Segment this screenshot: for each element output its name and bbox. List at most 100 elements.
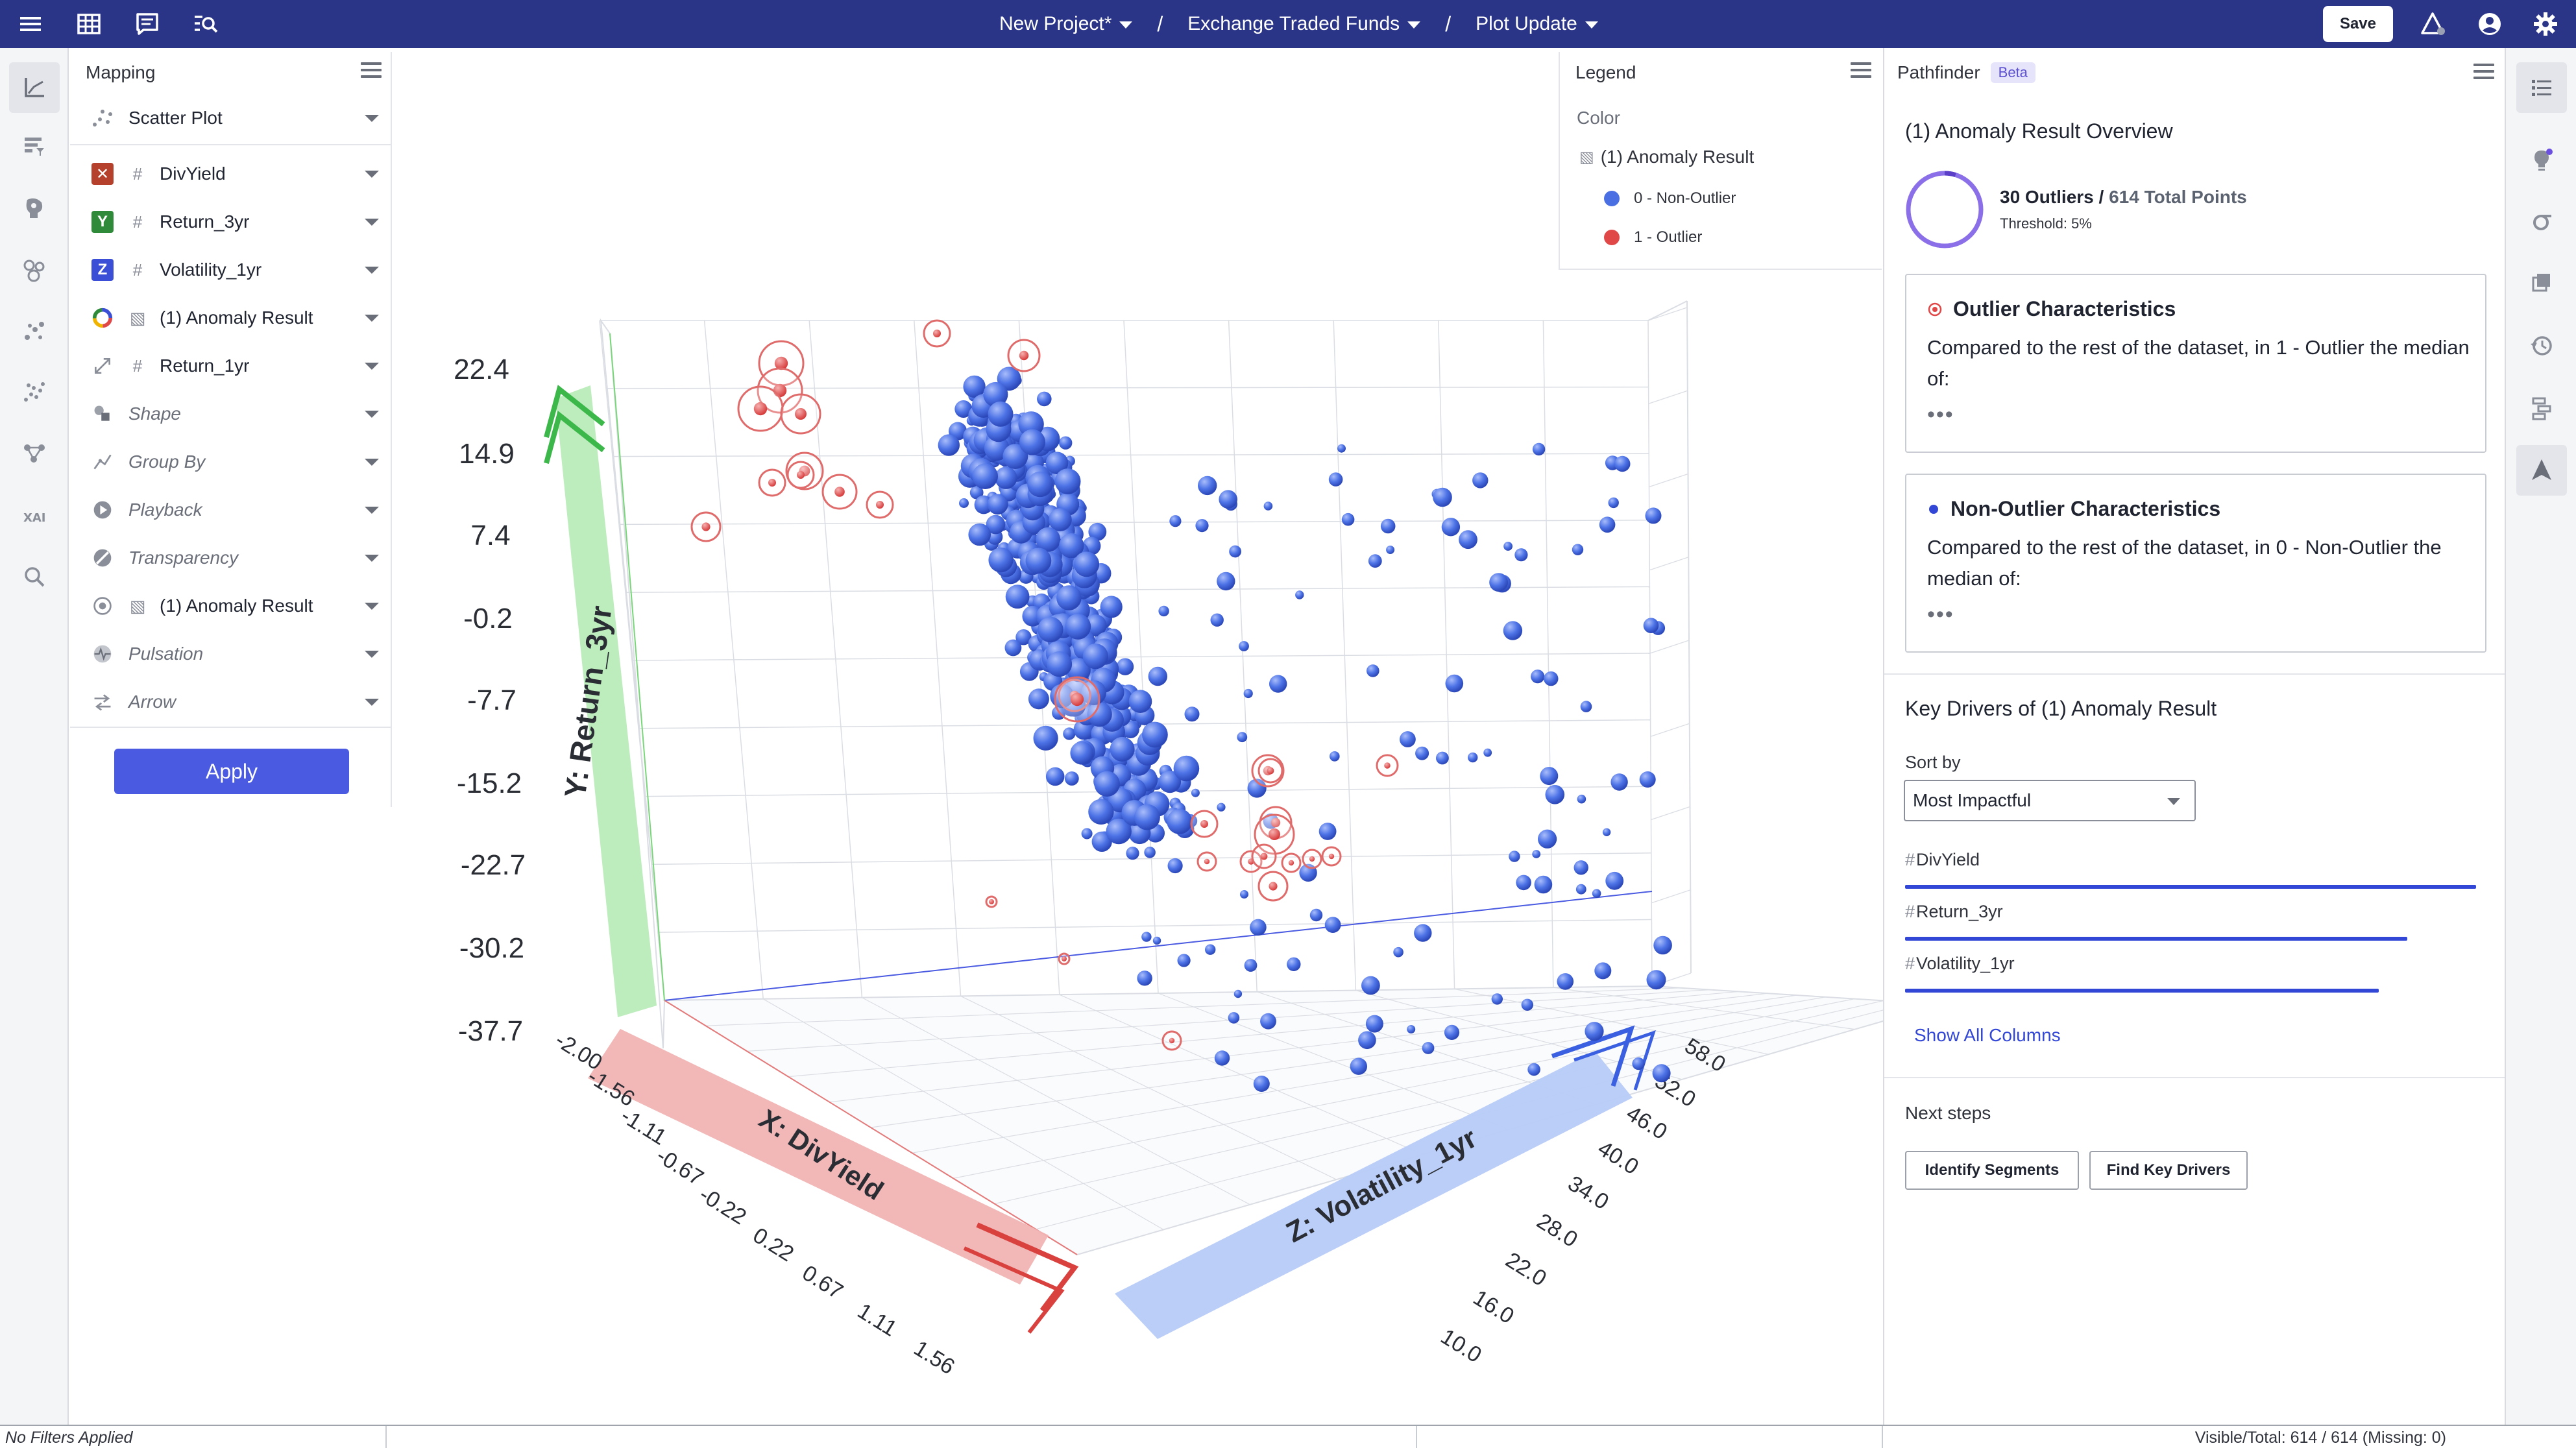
y-axis-ribbon [555, 385, 657, 1017]
grid-line [1648, 390, 1688, 404]
network-icon[interactable] [9, 428, 60, 479]
hamburger-menu-icon[interactable] [16, 9, 45, 39]
legend-item-outlier[interactable]: 1 - Outlier [1604, 228, 1702, 247]
color-label: (1) Anomaly Result [160, 308, 313, 328]
outlier-ratio-ring [1906, 171, 1984, 248]
notes-icon[interactable] [132, 9, 162, 39]
arrow-icon [90, 689, 115, 715]
driver-item[interactable]: #Volatility_1yr [1905, 954, 2015, 973]
grid-line [912, 996, 1826, 1153]
more-icon[interactable]: ••• [1927, 402, 1954, 427]
breadcrumb-dataset[interactable]: Exchange Traded Funds [1187, 13, 1421, 35]
outlier-count: 30 Outliers / 614 Total Points [2000, 187, 2247, 208]
halo-mapping[interactable]: ▧ (1) Anomaly Result [77, 583, 392, 629]
data-point-non-outlier [983, 381, 1008, 407]
save-button[interactable]: Save [2322, 6, 2393, 42]
scatter-nodes-icon[interactable] [9, 306, 60, 357]
z-axis-mapping[interactable]: Z # Volatility_1yr [77, 247, 392, 293]
data-point-non-outlier [1144, 847, 1156, 858]
outlier-characteristics-card[interactable]: Outlier Characteristics Compared to the … [1905, 274, 2486, 453]
data-point-non-outlier [1483, 748, 1492, 757]
hierarchy-icon[interactable] [2516, 383, 2567, 433]
legend-section: Color [1577, 108, 1620, 128]
data-point-non-outlier [1472, 472, 1488, 489]
y-axis-badge-icon: Y [90, 209, 115, 235]
data-point-non-outlier [1468, 752, 1478, 763]
grid-line [1158, 993, 1510, 1130]
visible-total-status: Visible/Total: 614 / 614 (Missing: 0) [2194, 1429, 2446, 1447]
groupby-mapping[interactable]: Group By [77, 439, 392, 485]
show-all-columns-link[interactable]: Show All Columns [1914, 1025, 2061, 1045]
axes-chart-icon[interactable] [9, 62, 60, 113]
copy-layers-icon[interactable] [2516, 257, 2567, 308]
panel-menu-icon[interactable] [2473, 64, 2494, 82]
plot-area[interactable]: Y: Return_3yr X: DivYield Z: Volatility_1y… [393, 48, 1883, 1425]
data-point-non-outlier [1184, 706, 1200, 722]
non-outlier-dot-icon [1929, 504, 1938, 514]
data-point-non-outlier [1198, 476, 1217, 496]
color-mapping[interactable]: ▧ (1) Anomaly Result [77, 295, 392, 341]
user-account-icon[interactable] [2475, 9, 2505, 39]
data-point-non-outlier [1422, 1042, 1435, 1054]
playback-mapping[interactable]: Playback [77, 487, 392, 533]
shape-mapping[interactable]: Shape [77, 391, 392, 437]
arrow-mapping[interactable]: Arrow [77, 679, 392, 725]
pathfinder-icon[interactable] [2516, 445, 2567, 496]
panel-menu-icon[interactable] [1851, 62, 1871, 80]
find-key-drivers-button[interactable]: Find Key Drivers [2089, 1151, 2248, 1190]
scatter-dots-icon[interactable] [9, 367, 60, 418]
y-axis-mapping[interactable]: Y # Return_3yr [77, 199, 392, 245]
breadcrumb-project[interactable]: New Project* [999, 13, 1133, 35]
pulsation-mapping[interactable]: Pulsation [77, 631, 392, 677]
driver-item[interactable]: #Return_3yr [1905, 902, 2003, 921]
data-point-non-outlier [1110, 736, 1135, 762]
search-list-icon[interactable] [191, 9, 221, 39]
numeric-hash-icon: # [132, 163, 143, 184]
data-point-non-outlier [1134, 804, 1160, 830]
data-point-outlier [1269, 828, 1280, 840]
plot-type-select[interactable]: Scatter Plot [77, 95, 392, 141]
more-icon[interactable]: ••• [1927, 602, 1954, 627]
grid-line [1542, 320, 1554, 988]
data-point-outlier [768, 479, 776, 487]
x-tick-label: 0.22 [749, 1223, 798, 1266]
settings-gear-icon[interactable] [2531, 9, 2560, 39]
data-point-non-outlier [1028, 688, 1049, 710]
data-point-non-outlier [1572, 544, 1584, 555]
non-outlier-characteristics-card[interactable]: Non-Outlier Characteristics Compared to … [1905, 474, 2486, 653]
sigma-icon[interactable] [2516, 196, 2567, 247]
history-icon[interactable] [2516, 320, 2567, 371]
driver-item[interactable]: #DivYield [1905, 850, 1980, 869]
xai-icon[interactable]: XAI [9, 490, 60, 541]
legend-item-non-outlier[interactable]: 0 - Non-Outlier [1604, 189, 1736, 208]
data-point-non-outlier [1400, 731, 1416, 747]
halo-label: (1) Anomaly Result [160, 596, 313, 616]
data-grid-icon[interactable] [74, 9, 104, 39]
identify-segments-button[interactable]: Identify Segments [1905, 1151, 2079, 1190]
search-icon[interactable] [9, 551, 60, 602]
data-point-non-outlier [1116, 658, 1134, 675]
filter-icon[interactable] [9, 121, 60, 171]
data-point-outlier [1267, 767, 1274, 775]
clusters-icon[interactable] [9, 245, 60, 296]
size-mapping[interactable]: # Return_1yr [77, 343, 392, 389]
x-axis-mapping[interactable]: ✕ # DivYield [77, 151, 392, 197]
panel-menu-icon[interactable] [361, 62, 382, 80]
transparency-mapping[interactable]: Transparency [77, 535, 392, 581]
data-point-non-outlier [1217, 572, 1235, 591]
apply-button[interactable]: Apply [114, 749, 349, 794]
list-view-icon[interactable] [2516, 62, 2567, 113]
y-tick-label: -22.7 [461, 849, 526, 881]
alert-icon[interactable] [2419, 9, 2449, 39]
insight-bulb-icon[interactable] [2516, 135, 2567, 186]
x-axis-arrowhead [976, 1222, 1079, 1312]
data-point-non-outlier [1639, 771, 1656, 788]
data-point-non-outlier [1260, 1013, 1276, 1030]
breadcrumb-view[interactable]: Plot Update [1476, 13, 1598, 35]
filters-status[interactable]: No Filters Applied [5, 1429, 133, 1447]
sort-by-select[interactable]: Most Impactful [1904, 780, 2196, 821]
data-point-non-outlier [1233, 989, 1243, 998]
chevron-down-icon [1407, 21, 1421, 29]
ai-insight-icon[interactable] [9, 183, 60, 234]
